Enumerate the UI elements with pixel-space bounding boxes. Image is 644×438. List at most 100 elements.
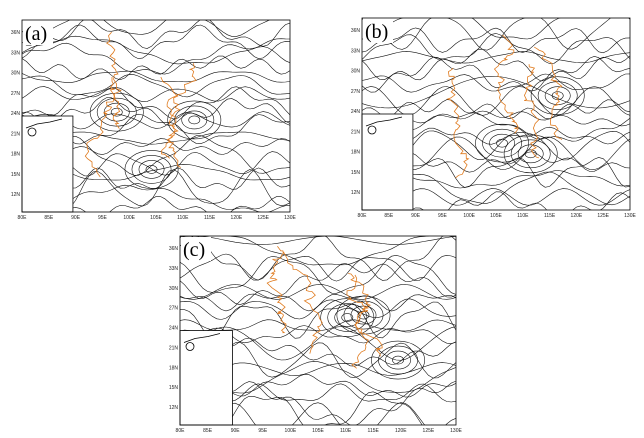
lon-tick-label: 85E	[44, 215, 54, 221]
frame	[361, 17, 631, 211]
frame	[179, 235, 457, 426]
closed-contour	[145, 165, 158, 174]
contour-line	[180, 263, 456, 306]
lon-tick-label: 80E	[358, 213, 368, 219]
lat-tick-label: 33N	[11, 50, 21, 56]
label-bg	[363, 19, 393, 43]
lat-tick-label: 27N	[169, 306, 179, 312]
lon-tick-label: 105E	[150, 215, 162, 221]
contour-line	[22, 86, 290, 120]
inset-coast	[365, 116, 403, 127]
border-line	[266, 251, 287, 334]
closed-contour	[320, 298, 375, 337]
lat-tick-label: 24N	[169, 326, 179, 332]
map-panel	[180, 236, 456, 425]
lon-tick-label: 90E	[411, 213, 421, 219]
lat-tick-label: 36N	[351, 28, 361, 34]
contour-line	[362, 55, 630, 93]
contour-line	[362, 73, 630, 93]
lat-tick-label: 33N	[169, 266, 179, 272]
contour-line	[180, 236, 430, 266]
closed-contour	[496, 138, 508, 148]
lon-tick-label: 120E	[571, 213, 583, 219]
border-line	[493, 34, 519, 134]
lon-tick-label: 115E	[368, 428, 380, 434]
inset-coast	[25, 118, 63, 129]
lon-tick-label: 100E	[463, 213, 475, 219]
lon-tick-label: 130E	[624, 213, 636, 219]
lat-tick-label: 12N	[169, 405, 179, 411]
lon-tick-label: 105E	[312, 428, 324, 434]
lat-tick-label: 15N	[351, 170, 361, 176]
lat-tick-label: 12N	[351, 190, 361, 196]
lon-tick-label: 125E	[597, 213, 609, 219]
panel-label: (b)	[365, 21, 388, 43]
closed-contour	[341, 313, 354, 322]
closed-contour	[131, 155, 172, 184]
lon-tick-label: 110E	[517, 213, 529, 219]
lat-tick-label: 18N	[351, 150, 361, 156]
lat-tick-label: 30N	[11, 71, 21, 77]
contour-line	[362, 191, 630, 210]
closed-contour	[510, 139, 551, 169]
contour-line	[362, 18, 630, 51]
contour-line	[362, 76, 630, 109]
closed-contour	[188, 115, 201, 125]
contour-line	[22, 35, 290, 65]
closed-contour	[530, 76, 585, 115]
inset	[21, 115, 74, 213]
lat-tick-label: 30N	[169, 286, 179, 292]
contour-line	[180, 236, 456, 281]
closed-contour	[503, 134, 558, 174]
lat-tick-label: 27N	[351, 89, 361, 95]
lon-tick-label: 125E	[257, 215, 269, 221]
border-line	[160, 76, 181, 168]
lon-tick-label: 100E	[285, 428, 297, 434]
lat-tick-label: 36N	[169, 246, 179, 252]
lon-tick-label: 115E	[204, 215, 216, 221]
contour-line	[22, 74, 290, 98]
inset-island	[367, 125, 377, 135]
contour-line	[362, 18, 561, 40]
inset-coast	[183, 333, 221, 343]
closed-contour	[489, 133, 515, 153]
contour-line	[180, 254, 456, 295]
border-line	[534, 46, 563, 141]
lat-tick-label: 30N	[351, 69, 361, 75]
closed-contour	[378, 345, 418, 375]
lat-tick-label: 15N	[169, 385, 179, 391]
closed-contour	[385, 350, 411, 370]
contour-line	[180, 391, 456, 425]
lat-tick-label: 36N	[11, 30, 21, 36]
closed-contour	[138, 160, 165, 179]
label-bg	[23, 21, 53, 45]
lat-tick-label: 21N	[169, 345, 179, 351]
closed-contour	[524, 149, 537, 159]
lon-tick-label: 110E	[340, 428, 352, 434]
contour-line	[180, 253, 456, 282]
lon-tick-label: 90E	[231, 428, 241, 434]
contour-line	[22, 70, 290, 83]
border-line	[446, 68, 470, 179]
lat-tick-label: 18N	[169, 365, 179, 371]
closed-contour	[174, 105, 215, 135]
border-line	[523, 64, 540, 159]
lon-tick-label: 105E	[490, 213, 502, 219]
lat-tick-label: 33N	[351, 48, 361, 54]
lon-tick-label: 80E	[176, 428, 186, 434]
contour-line	[22, 55, 290, 81]
border-line	[348, 273, 383, 357]
contour-line	[22, 20, 290, 49]
lon-tick-label: 80E	[18, 215, 28, 221]
contour-line	[180, 284, 456, 300]
border-line	[161, 63, 197, 159]
lat-tick-label: 21N	[11, 131, 21, 137]
panel-label: (a)	[25, 23, 47, 45]
lon-tick-label: 125E	[423, 428, 435, 434]
contour-line	[180, 236, 456, 245]
contour-line	[362, 48, 630, 82]
lon-tick-label: 120E	[231, 215, 243, 221]
closed-contour	[181, 110, 208, 130]
lat-tick-label: 24N	[351, 109, 361, 115]
